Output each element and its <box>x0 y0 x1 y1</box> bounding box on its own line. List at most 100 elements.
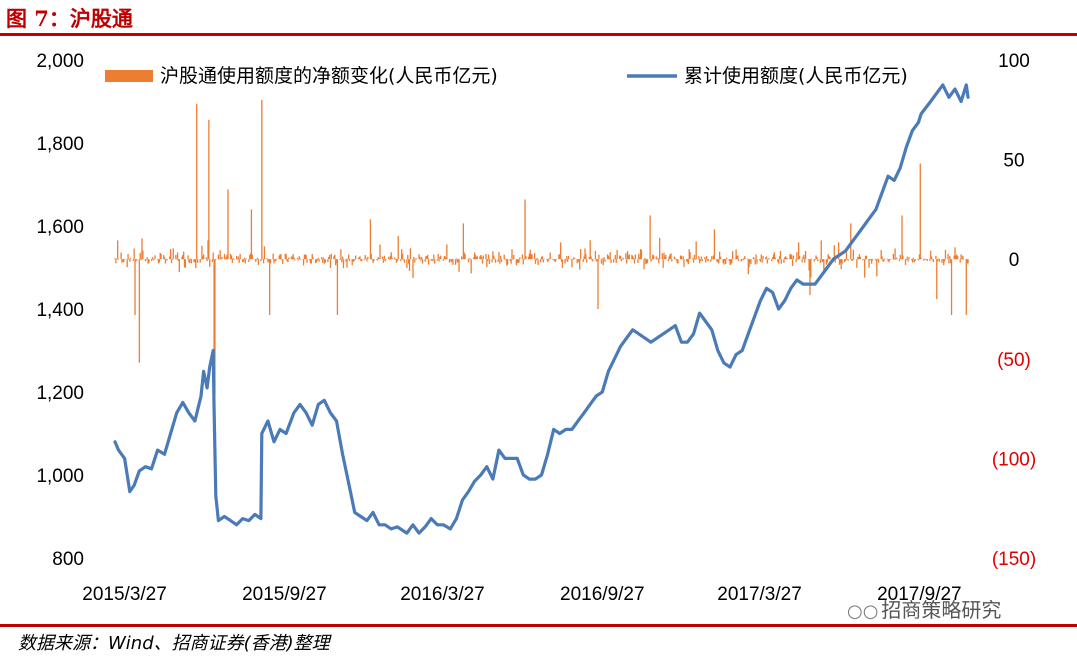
net-change-bar <box>548 258 551 260</box>
net-change-bar <box>862 259 864 261</box>
bar-series <box>114 99 969 423</box>
line-series-path <box>113 83 970 535</box>
net-change-bar <box>481 259 484 264</box>
net-change-bar <box>473 257 475 260</box>
net-change-bar <box>208 119 210 260</box>
net-change-bar <box>643 259 645 270</box>
net-change-bar <box>403 259 405 263</box>
x-tick-label: 2017/9/27 <box>877 584 962 605</box>
net-change-bar <box>592 259 594 262</box>
net-change-bar <box>606 254 609 260</box>
net-change-bar <box>316 259 319 261</box>
net-change-bar <box>251 254 253 260</box>
net-change-bar <box>722 259 724 264</box>
net-change-bar <box>655 256 657 260</box>
net-change-bar <box>406 259 408 268</box>
net-change-bar <box>334 254 336 260</box>
net-change-bar <box>926 259 928 262</box>
net-change-bar <box>736 256 738 260</box>
net-change-bar <box>668 256 670 260</box>
net-change-bar <box>274 259 276 261</box>
net-change-bar <box>948 259 950 264</box>
y-right-tick-label: (150) <box>992 549 1036 570</box>
y-right-tick-label: (50) <box>997 350 1031 371</box>
net-change-bar <box>357 258 359 260</box>
net-change-bar <box>857 256 859 260</box>
net-change-bar <box>206 259 208 262</box>
net-change-bar <box>513 254 515 260</box>
net-change-bar <box>523 259 525 260</box>
net-change-bar <box>401 249 403 260</box>
net-change-bar <box>707 259 709 261</box>
net-change-bar <box>363 259 365 260</box>
net-change-bar <box>706 259 709 261</box>
net-change-bar <box>796 252 798 260</box>
net-change-bar <box>390 252 392 260</box>
net-change-bar <box>365 258 367 260</box>
net-change-bar <box>525 256 527 260</box>
net-change-bar <box>944 249 947 260</box>
net-change-bar <box>560 259 563 262</box>
net-change-bar <box>876 259 878 277</box>
net-change-bar <box>570 258 572 260</box>
net-change-bar <box>829 256 831 260</box>
net-change-bar <box>531 254 533 260</box>
net-change-bar <box>519 257 521 260</box>
net-change-bar <box>784 257 786 260</box>
net-change-bar <box>238 259 240 263</box>
net-change-bar <box>421 257 423 260</box>
net-change-bar <box>115 259 117 264</box>
net-change-bar <box>886 258 888 260</box>
net-change-bar <box>232 258 234 260</box>
net-change-bar <box>602 259 604 266</box>
net-change-bar <box>487 254 490 260</box>
net-change-bar <box>527 256 530 260</box>
net-change-bar <box>255 259 257 262</box>
net-change-bar <box>396 259 399 262</box>
net-change-bar <box>961 257 963 260</box>
net-change-bar <box>304 254 306 260</box>
net-change-bar <box>346 259 348 268</box>
net-change-bar <box>273 259 275 264</box>
net-change-bar <box>336 259 339 315</box>
net-change-bar <box>371 259 373 260</box>
x-tick-label: 2017/3/27 <box>717 584 802 605</box>
net-change-bar <box>470 259 472 274</box>
net-change-bar <box>517 259 519 263</box>
y-right-tick-label: (100) <box>992 449 1036 470</box>
net-change-bar <box>558 254 560 260</box>
net-change-bar <box>467 259 470 263</box>
net-change-bar <box>280 254 282 260</box>
net-change-bar <box>515 259 518 266</box>
net-change-bar <box>711 256 713 260</box>
net-change-bar <box>552 259 554 260</box>
net-change-bar <box>913 259 915 263</box>
net-change-bar <box>566 259 569 262</box>
net-change-bar <box>662 259 664 268</box>
net-change-bar <box>667 259 670 262</box>
net-change-bar <box>644 258 646 260</box>
net-change-bar <box>665 254 667 260</box>
net-change-bar <box>255 259 258 260</box>
net-change-bar <box>673 256 676 260</box>
net-change-bar <box>725 257 728 260</box>
net-change-bar <box>463 252 465 260</box>
net-change-bar <box>302 259 305 266</box>
net-change-bar <box>200 259 202 260</box>
net-change-bar <box>791 255 793 260</box>
net-change-bar <box>537 259 539 266</box>
net-change-bar <box>213 259 215 423</box>
net-change-bar <box>436 259 438 261</box>
net-change-bar <box>310 259 313 264</box>
net-change-bar <box>749 259 751 263</box>
net-change-bar <box>584 248 586 260</box>
chart: 2,000 1,800 1,600 1,400 1,200 1,000 800 100 50 0… <box>36 51 1036 605</box>
net-change-bar <box>293 257 295 260</box>
net-change-bar <box>773 252 775 260</box>
net-change-bar <box>752 257 755 260</box>
net-change-bar <box>625 253 627 260</box>
net-change-bar <box>750 259 752 265</box>
x-tick-label: 2015/3/27 <box>82 584 167 605</box>
net-change-bar <box>852 249 855 260</box>
net-change-bar <box>389 255 392 260</box>
